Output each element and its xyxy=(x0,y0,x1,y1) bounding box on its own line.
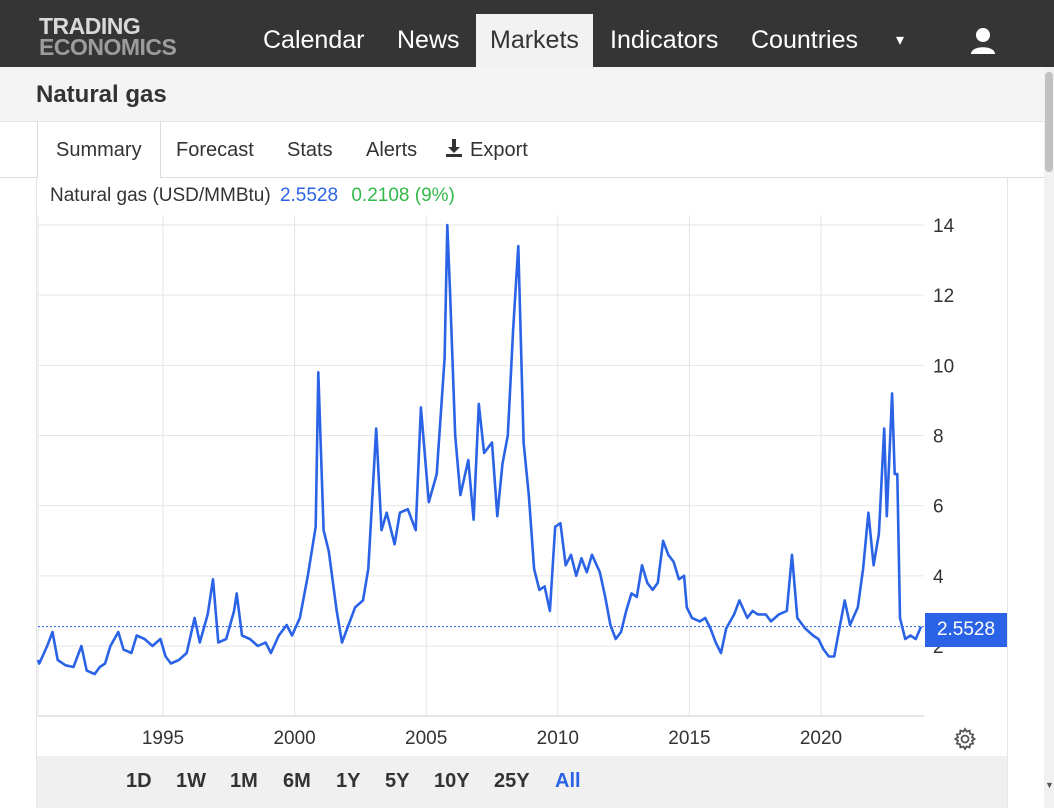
x-tick-label: 2005 xyxy=(405,728,447,749)
y-tick-label: 4 xyxy=(933,567,944,588)
nav-news[interactable]: News xyxy=(397,26,460,54)
y-tick-label: 8 xyxy=(933,427,944,448)
tab-export[interactable]: Export xyxy=(426,122,546,178)
range-6m[interactable]: 6M xyxy=(283,770,311,792)
trading-economics-logo[interactable]: TRADING ECONOMICS xyxy=(39,14,209,60)
last-price-badge: 2.5528 xyxy=(925,613,1007,647)
logo-line-2: ECONOMICS xyxy=(39,34,177,60)
title-bar: Natural gas xyxy=(0,67,1044,122)
x-tick-label: 2015 xyxy=(668,728,710,749)
download-icon xyxy=(446,139,462,157)
scrollbar-thumb[interactable] xyxy=(1045,72,1053,172)
legend-value: 2.5528 xyxy=(279,185,339,206)
x-tick-label: 2010 xyxy=(537,728,579,749)
y-tick-label: 2 xyxy=(933,637,944,658)
y-tick-label: 6 xyxy=(933,497,944,518)
logo-line-1: TRADING xyxy=(39,13,141,39)
chart-grid xyxy=(37,215,924,717)
page-scrollbar[interactable] xyxy=(1044,67,1054,808)
x-axis: 1995 2000 2005 2010 2015 2020 xyxy=(142,728,842,749)
nav-calendar[interactable]: Calendar xyxy=(263,26,365,54)
y-tick-label: 10 xyxy=(933,356,954,377)
range-1w[interactable]: 1W xyxy=(176,770,206,792)
tab-stats[interactable]: Stats xyxy=(287,139,333,161)
nav-indicators[interactable]: Indicators xyxy=(610,26,719,54)
y-tick-label: 14 xyxy=(933,216,955,237)
tab-export-label: Export xyxy=(470,139,528,161)
range-1m[interactable]: 1M xyxy=(230,770,258,792)
range-selector xyxy=(37,756,1007,808)
range-1d[interactable]: 1D xyxy=(126,770,152,792)
y-tick-label: 12 xyxy=(933,286,954,307)
gear-icon[interactable] xyxy=(953,727,977,751)
range-all[interactable]: All xyxy=(555,770,581,792)
x-tick-label: 2000 xyxy=(273,728,315,749)
tab-summary[interactable]: Summary xyxy=(37,122,161,179)
x-tick-label: 2020 xyxy=(800,728,842,749)
range-1y[interactable]: 1Y xyxy=(336,770,361,792)
legend-label: Natural gas (USD/MMBtu) xyxy=(50,185,271,206)
series-line-natural-gas xyxy=(36,223,923,676)
tab-bar: Summary Forecast Stats Alerts Export xyxy=(0,122,1044,179)
legend-change: 0.2108 (9%) xyxy=(351,185,455,206)
range-25y[interactable]: 25Y xyxy=(494,770,530,792)
tab-alerts[interactable]: Alerts xyxy=(366,139,418,161)
page-title: Natural gas xyxy=(36,81,167,108)
y-axis: 2 4 6 8 10 12 14 xyxy=(933,216,955,658)
tab-forecast[interactable]: Forecast xyxy=(176,139,254,161)
chart-panel xyxy=(36,178,1008,808)
caret-down-icon[interactable]: ▾ xyxy=(895,32,905,49)
nav-markets[interactable]: Markets xyxy=(476,14,593,67)
range-10y[interactable]: 10Y xyxy=(434,770,470,792)
chart-legend: Natural gas (USD/MMBtu) 2.5528 0.2108 (9… xyxy=(50,185,455,207)
x-tick-label: 1995 xyxy=(142,728,184,749)
user-icon[interactable] xyxy=(966,24,1000,58)
nav-countries[interactable]: Countries xyxy=(751,26,858,54)
range-5y[interactable]: 5Y xyxy=(385,770,410,792)
scroll-down-arrow-icon[interactable]: ▼ xyxy=(1045,780,1054,790)
